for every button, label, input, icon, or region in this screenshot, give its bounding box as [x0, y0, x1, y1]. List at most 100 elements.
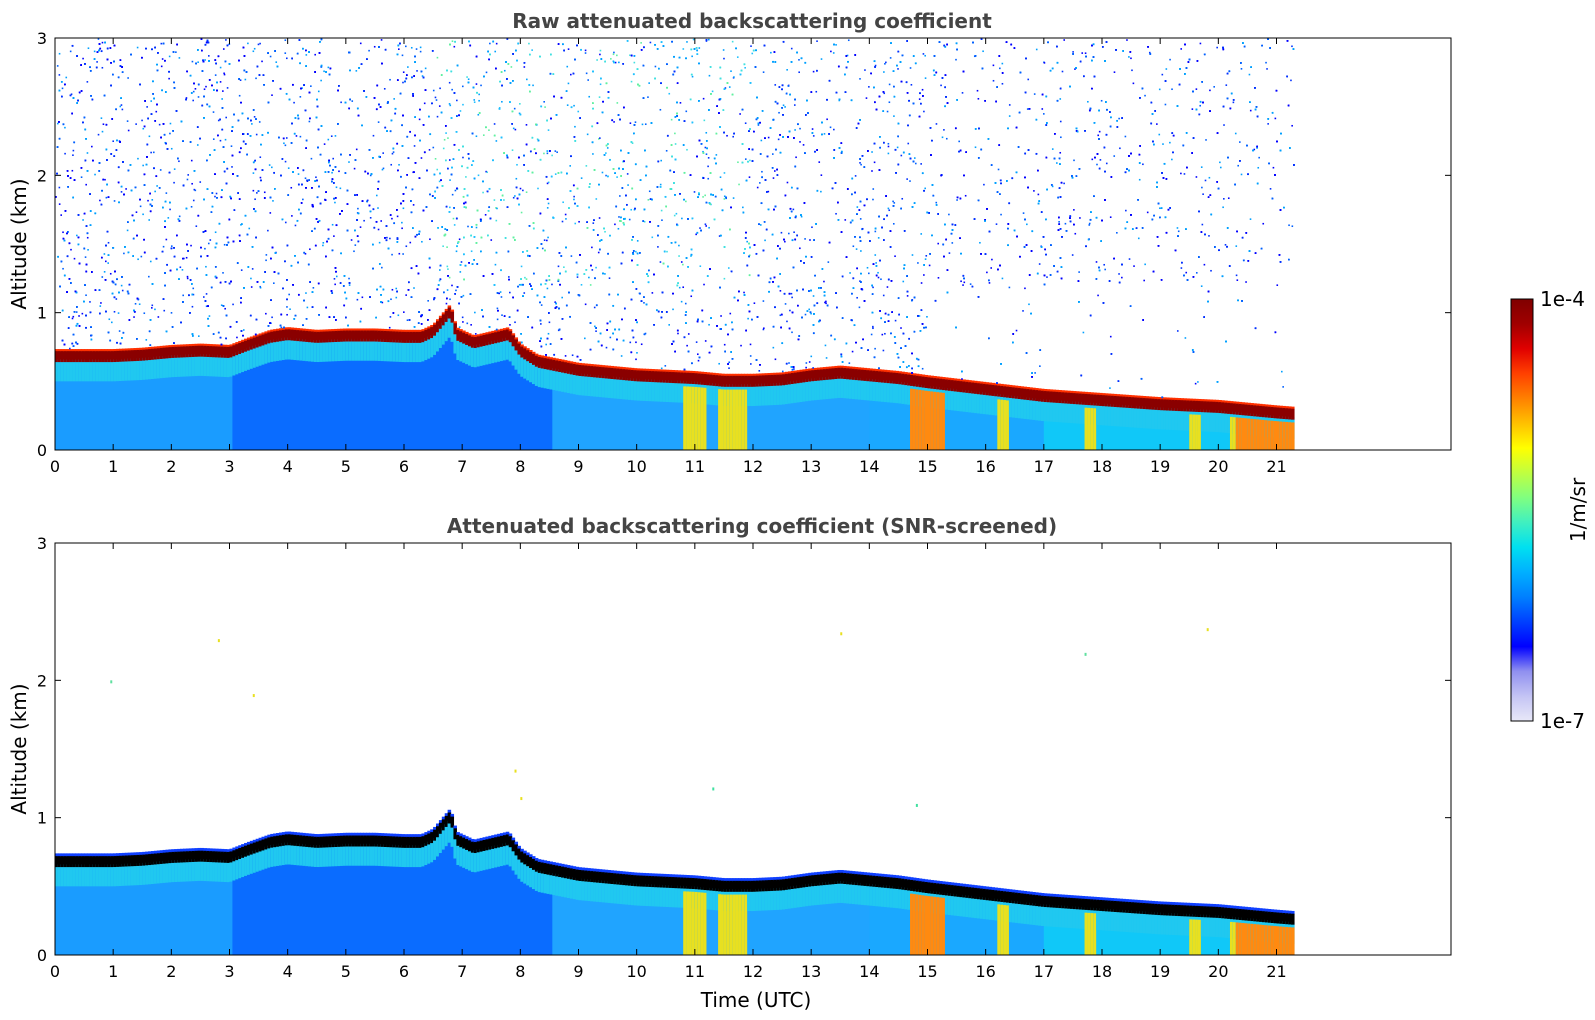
layer-core	[165, 347, 170, 359]
noise-pixel	[644, 332, 647, 335]
noise-pixel	[1208, 235, 1210, 237]
bl-column	[252, 348, 257, 450]
layer-core	[767, 375, 772, 387]
layer-core	[168, 347, 172, 359]
bl-column	[473, 348, 478, 450]
noise-pixel	[204, 247, 206, 250]
layer-core	[121, 350, 126, 362]
noise-pixel	[868, 272, 870, 275]
layer-edge	[142, 347, 146, 351]
noise-pixel	[232, 303, 234, 306]
layer-core	[729, 375, 734, 387]
noise-pixel	[584, 49, 587, 52]
bl-column	[956, 391, 961, 450]
noise-pixel	[887, 145, 890, 148]
bl-cyan-band	[86, 359, 91, 382]
layer-core	[517, 343, 521, 355]
noise-pixel	[598, 217, 601, 219]
noise-pixel	[495, 140, 498, 142]
layer-core	[869, 370, 873, 382]
noise-pixel	[901, 197, 904, 200]
layer-edge	[854, 367, 859, 371]
noise-pixel	[1291, 225, 1294, 228]
layer-edge	[1186, 398, 1190, 402]
bl-column	[863, 380, 868, 450]
noise-pixel	[605, 174, 607, 177]
layer-core	[354, 330, 359, 342]
bl-column	[677, 383, 681, 450]
precip-streak	[738, 389, 742, 450]
noise-pixel	[323, 143, 326, 145]
layer-edge	[424, 327, 428, 331]
noise-pixel	[877, 271, 879, 274]
layer-core	[750, 375, 754, 387]
noise-pixel	[1059, 151, 1062, 154]
bl-column	[156, 359, 161, 450]
layer-edge	[497, 329, 501, 333]
layer-core	[159, 347, 164, 359]
layer-edge	[84, 349, 88, 353]
noise-pixel	[439, 269, 441, 271]
bl-column	[904, 385, 908, 450]
layer-edge	[563, 360, 568, 364]
layer-edge	[1174, 397, 1179, 401]
noise-pixel	[1253, 148, 1256, 151]
bl-column	[430, 338, 434, 450]
layer-edge	[697, 371, 702, 375]
bl-cyan-band	[627, 377, 632, 400]
layer-core	[182, 346, 187, 358]
noise-pixel	[475, 135, 478, 138]
noise-pixel	[591, 269, 594, 271]
layer-core	[915, 375, 920, 387]
bl-cyan-band	[979, 391, 984, 414]
bl-cyan-band	[549, 367, 553, 390]
layer-core	[450, 311, 455, 323]
bl-cyan-band	[92, 359, 97, 382]
layer-core	[499, 330, 504, 342]
noise-pixel	[563, 266, 565, 268]
bl-cyan-band	[363, 338, 367, 361]
noise-pixel	[223, 243, 226, 246]
noise-pixel	[872, 327, 874, 330]
layer-edge	[1136, 395, 1141, 399]
noise-pixel	[1169, 141, 1171, 144]
layer-core	[944, 379, 949, 391]
bl-cyan-band	[834, 376, 838, 399]
noise-pixel	[1109, 216, 1112, 218]
layer-edge	[148, 347, 152, 351]
layer-core	[110, 351, 114, 363]
layer-core	[214, 346, 219, 358]
layer-edge	[1203, 399, 1208, 403]
layer-core	[741, 375, 745, 387]
bl-column	[325, 342, 329, 450]
bl-column	[69, 362, 74, 450]
noise-pixel	[964, 194, 967, 197]
noise-pixel	[1035, 48, 1038, 51]
bl-column	[584, 376, 588, 450]
noise-pixel	[810, 312, 812, 315]
layer-core	[761, 375, 766, 387]
noise-pixel	[219, 81, 222, 83]
layer-edge	[991, 382, 995, 386]
noise-pixel	[651, 236, 654, 239]
noise-pixel	[89, 301, 91, 303]
bl-column	[241, 352, 245, 450]
layer-core	[1142, 398, 1147, 410]
noise-pixel	[515, 177, 518, 180]
layer-edge	[354, 328, 359, 332]
precip-streak	[936, 392, 940, 450]
layer-core	[601, 367, 606, 379]
layer-core	[310, 331, 315, 343]
precip-streak	[927, 391, 932, 450]
bl-cyan-band	[639, 378, 644, 401]
layer-core	[531, 353, 536, 365]
noise-pixel	[790, 47, 793, 50]
noise-pixel	[614, 223, 616, 226]
layer-core	[819, 369, 824, 381]
layer-core	[293, 329, 297, 341]
noise-pixel	[192, 287, 195, 290]
noise-pixel	[61, 87, 64, 90]
noise-pixel	[1148, 51, 1151, 54]
layer-core	[558, 361, 562, 373]
noise-pixel	[963, 281, 966, 284]
